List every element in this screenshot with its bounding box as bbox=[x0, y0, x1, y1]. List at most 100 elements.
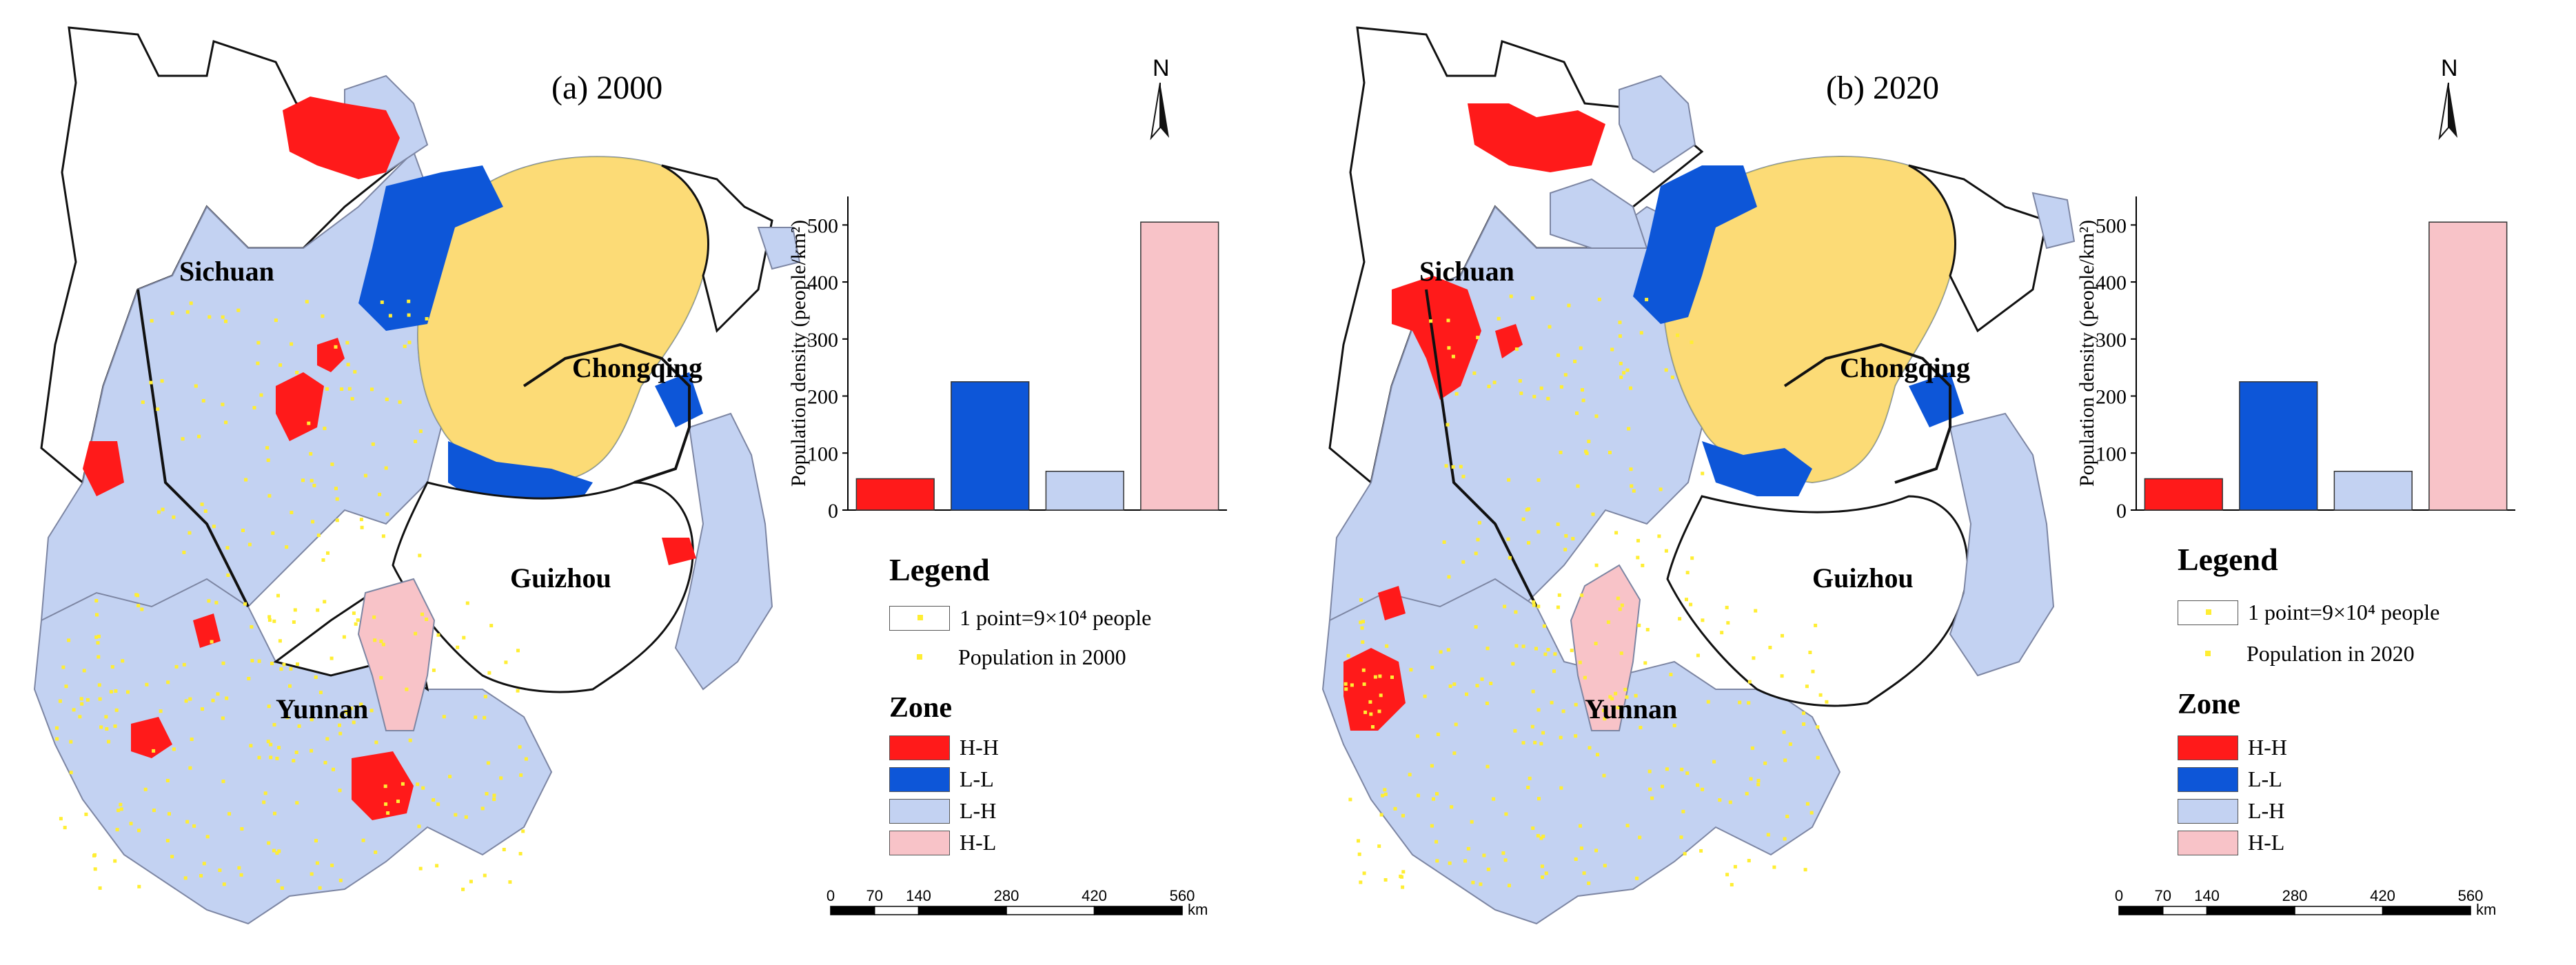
population-point bbox=[1678, 617, 1682, 621]
population-point bbox=[325, 737, 329, 741]
population-point bbox=[1548, 325, 1552, 329]
population-point bbox=[1446, 648, 1450, 652]
population-point bbox=[285, 545, 289, 549]
population-point bbox=[369, 709, 374, 713]
population-point bbox=[1480, 677, 1484, 681]
population-point bbox=[257, 755, 261, 760]
population-point bbox=[1690, 341, 1694, 344]
population-point bbox=[121, 659, 125, 663]
zone-swatch-ll bbox=[889, 766, 950, 792]
population-point bbox=[370, 387, 374, 392]
population-points bbox=[1343, 593, 1829, 889]
population-point bbox=[267, 704, 271, 709]
population-point bbox=[241, 529, 245, 532]
population-point bbox=[1346, 653, 1350, 658]
population-point bbox=[1448, 684, 1452, 688]
population-point bbox=[82, 669, 86, 673]
population-point bbox=[181, 437, 185, 441]
population-point bbox=[257, 659, 261, 663]
population-point bbox=[1459, 465, 1463, 469]
chart-y-tick-label: 300 bbox=[807, 329, 838, 352]
population-point bbox=[1680, 767, 1684, 771]
population-point bbox=[345, 341, 349, 345]
population-point bbox=[267, 618, 272, 622]
population-point bbox=[160, 379, 164, 383]
population-point bbox=[152, 749, 156, 753]
population-point bbox=[1417, 793, 1420, 798]
population-point bbox=[1747, 701, 1751, 705]
population-point bbox=[1390, 676, 1394, 679]
population-point bbox=[1537, 530, 1541, 534]
population-point bbox=[363, 474, 367, 478]
population-point bbox=[1664, 549, 1668, 553]
population-point bbox=[1556, 605, 1560, 609]
population-point bbox=[1430, 824, 1434, 828]
population-point bbox=[1430, 665, 1434, 669]
population-point bbox=[1685, 571, 1690, 575]
population-point bbox=[218, 868, 222, 872]
population-point bbox=[1681, 809, 1685, 813]
population-point bbox=[1357, 839, 1360, 843]
population-point bbox=[371, 442, 375, 446]
population-point bbox=[269, 742, 273, 746]
chart-y-axis-label: Population density (people/km²) bbox=[2076, 220, 2098, 487]
population-point bbox=[1465, 692, 1468, 696]
population-point bbox=[315, 861, 319, 865]
population-point bbox=[1401, 813, 1405, 817]
population-point bbox=[1528, 776, 1532, 780]
population-point bbox=[1728, 800, 1732, 804]
population-point bbox=[272, 849, 276, 853]
population-point bbox=[379, 639, 383, 643]
population-point bbox=[1594, 414, 1599, 418]
population-point bbox=[1785, 814, 1789, 818]
population-point bbox=[420, 612, 424, 616]
population-point bbox=[165, 839, 170, 843]
population-point bbox=[94, 635, 99, 639]
population-point bbox=[1518, 379, 1522, 383]
population-point bbox=[278, 639, 282, 643]
population-point bbox=[1432, 797, 1435, 801]
population-point bbox=[236, 308, 241, 312]
population-point bbox=[1594, 563, 1599, 567]
zone-item-ll: L-L bbox=[2178, 766, 2282, 792]
population-point bbox=[310, 478, 314, 482]
population-point bbox=[1647, 769, 1652, 773]
population-point bbox=[143, 787, 148, 791]
population-point bbox=[1749, 777, 1753, 781]
population-point bbox=[201, 707, 204, 711]
zone-item-hl: H-L bbox=[2178, 830, 2284, 855]
population-point bbox=[1625, 824, 1630, 828]
chart-bar-l-l bbox=[951, 381, 1030, 511]
population-point bbox=[372, 615, 376, 619]
population-point bbox=[469, 880, 473, 884]
zone-swatch-lh bbox=[889, 798, 950, 824]
population-point bbox=[116, 809, 121, 813]
population-point bbox=[1659, 487, 1663, 491]
population-point bbox=[1557, 593, 1561, 597]
population-point bbox=[1594, 642, 1598, 646]
population-point bbox=[1393, 806, 1397, 811]
population-point bbox=[1614, 691, 1618, 695]
population-point bbox=[1446, 423, 1450, 427]
population-point bbox=[1597, 297, 1601, 301]
population-point bbox=[1476, 336, 1480, 340]
population-point bbox=[385, 512, 389, 516]
scale-tick-label: 0 bbox=[826, 887, 835, 904]
population-point bbox=[1507, 478, 1511, 482]
population-point bbox=[1379, 813, 1383, 817]
population-point bbox=[425, 317, 429, 321]
population-point bbox=[1634, 693, 1638, 698]
population-point bbox=[276, 593, 280, 598]
population-point bbox=[279, 667, 283, 671]
population-point bbox=[325, 387, 329, 391]
north-label: N bbox=[1153, 55, 1170, 81]
population-point bbox=[474, 715, 478, 720]
population-point bbox=[166, 680, 170, 684]
population-point bbox=[110, 664, 114, 669]
population-point bbox=[407, 313, 411, 317]
population-point bbox=[290, 342, 294, 346]
population-point bbox=[1718, 798, 1722, 802]
chart-bar-h-l bbox=[2428, 221, 2508, 511]
population-point bbox=[1447, 346, 1451, 350]
population-point bbox=[1546, 396, 1550, 400]
